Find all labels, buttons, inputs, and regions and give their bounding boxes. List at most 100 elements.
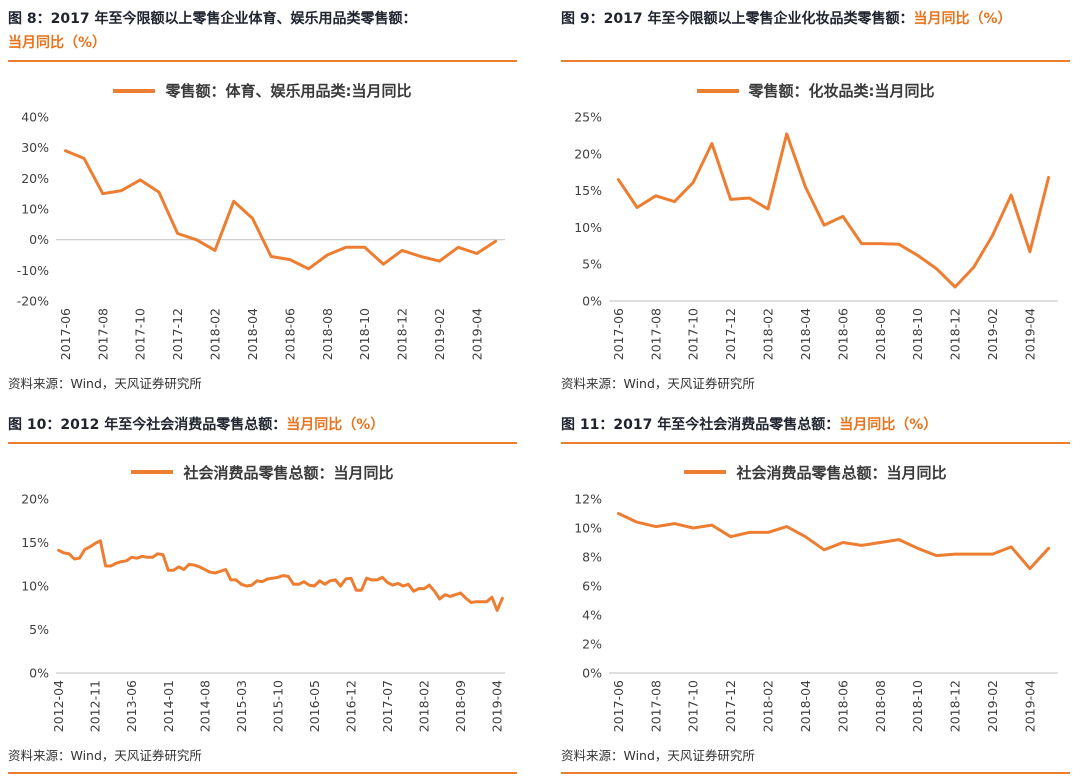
source-note: 资料来源：Wind，天风证券研究所 xyxy=(561,376,755,391)
x-axis-label: 2012-11 xyxy=(88,680,103,732)
figure-panel-fig8: 图 8：2017 年至今限额以上零售企业体育、娱乐用品类零售额： 当月同比（%） … xyxy=(8,8,517,396)
legend-label: 零售额：化妆品类:当月同比 xyxy=(748,82,935,100)
figure-title-highlight: 当月同比（%） xyxy=(913,11,1012,27)
source-note: 资料来源：Wind，天风证券研究所 xyxy=(8,747,202,763)
x-axis-label: 2017-06 xyxy=(611,679,626,731)
title-divider xyxy=(561,60,1070,62)
figure-title: 图 8：2017 年至今限额以上零售企业体育、娱乐用品类零售额： 当月同比（%） xyxy=(8,8,517,56)
figure-title-text: 图 8：2017 年至今限额以上零售企业体育、娱乐用品类零售额： xyxy=(8,11,417,27)
x-axis-label: 2018-02 xyxy=(761,680,776,732)
x-axis-label: 2019-04 xyxy=(1022,308,1037,360)
legend-label: 零售额：体育、娱乐用品类:当月同比 xyxy=(165,82,412,100)
x-axis-label: 2019-04 xyxy=(1022,679,1037,731)
series-line xyxy=(63,149,498,271)
y-axis-label: -10% xyxy=(17,263,49,278)
line-chart-fig9: 0% 5% 10% 15% 20% 25% 2017-06 2017-08 2017-10 201… xyxy=(574,110,1058,360)
figure-title: 图 10：2012 年至今社会消费品零售总额：当月同比（%） xyxy=(8,414,517,438)
x-axis-label: 2019-04 xyxy=(469,308,484,360)
x-axis-label: 2018-09 xyxy=(453,679,468,731)
line-chart-fig8: -20% -10% 0% 10% 20% 30% 40% 2017-06 2017-08 2017… xyxy=(17,110,505,360)
x-axis-label: 2019-02 xyxy=(985,308,1000,360)
legend-line-swatch xyxy=(131,470,174,474)
x-axis-label: 2017-10 xyxy=(686,308,701,360)
x-axis-label: 2018-06 xyxy=(835,308,850,360)
x-axis-label: 2018-12 xyxy=(948,680,963,732)
figure-title-text: 图 10：2012 年至今社会消费品零售总额： xyxy=(8,416,287,433)
x-axis-label: 2018-02 xyxy=(208,308,223,360)
x-axis-label: 2017-08 xyxy=(648,679,663,731)
title-divider xyxy=(8,441,517,444)
figure-title: 图 11：2017 年至今社会消费品零售总额：当月同比（%） xyxy=(561,414,1070,438)
x-axis-label: 2018-10 xyxy=(910,679,925,731)
series-line xyxy=(616,511,1051,570)
x-axis-label: 2018-04 xyxy=(798,679,813,731)
legend-label: 社会消费品零售总额：当月同比 xyxy=(736,463,947,482)
legend-line-swatch xyxy=(113,88,156,93)
source-note: 资料来源：Wind，天风证券研究所 xyxy=(8,376,202,391)
x-axis-label: 2013-06 xyxy=(124,679,139,731)
x-axis-label: 2018-04 xyxy=(798,308,813,360)
x-axis-label: 2018-04 xyxy=(245,308,260,360)
figure-title-text: 图 9：2017 年至今限额以上零售企业化妆品类零售额： xyxy=(561,11,914,27)
figure-title-highlight: 当月同比（%） xyxy=(286,416,385,433)
footer-divider xyxy=(561,771,1070,774)
x-axis-label: 2015-03 xyxy=(234,680,249,732)
y-axis-label: 0% xyxy=(29,665,49,680)
x-axis-label: 2014-01 xyxy=(161,680,176,732)
legend-line-swatch xyxy=(696,88,739,93)
series-line xyxy=(616,132,1051,289)
x-axis-label: 2018-08 xyxy=(320,308,335,360)
x-axis-label: 2018-12 xyxy=(948,308,963,360)
line-chart-fig11: 0% 2% 4% 6% 8% 10% 12% 2017-06 2017-08 2017-10 201… xyxy=(574,491,1058,732)
x-axis-label: 2018-10 xyxy=(357,308,372,360)
y-axis-label: 25% xyxy=(574,110,602,125)
x-axis-label: 2017-10 xyxy=(133,308,148,360)
legend-label: 社会消费品零售总额：当月同比 xyxy=(183,463,394,482)
x-axis-label: 2014-08 xyxy=(197,679,212,731)
source-note: 资料来源：Wind，天风证券研究所 xyxy=(561,747,755,763)
figure-panel-fig11: 图 11：2017 年至今社会消费品零售总额：当月同比（%） 社会消费品零售总额… xyxy=(561,414,1070,777)
x-axis-label: 2017-10 xyxy=(686,679,701,731)
figure-panel-fig10: 图 10：2012 年至今社会消费品零售总额：当月同比（%） 社会消费品零售总额… xyxy=(8,414,517,777)
x-axis-label: 2018-12 xyxy=(395,308,410,360)
y-axis-label: 0% xyxy=(29,232,49,247)
figure-title-highlight: 当月同比（%） xyxy=(839,416,938,433)
footer-divider xyxy=(8,771,517,774)
y-axis-label: 12% xyxy=(574,491,602,506)
x-axis-label: 2017-06 xyxy=(611,308,626,360)
y-axis-label: 8% xyxy=(582,549,602,564)
y-axis-label: 2% xyxy=(582,636,602,651)
figure-title-text: 图 11：2017 年至今社会消费品零售总额： xyxy=(561,416,840,433)
figure-title: 图 9：2017 年至今限额以上零售企业化妆品类零售额：当月同比（%） xyxy=(561,8,1070,56)
x-axis-label: 2018-06 xyxy=(835,679,850,731)
y-axis-label: 10% xyxy=(21,578,49,593)
x-axis-label: 2019-02 xyxy=(432,308,447,360)
y-axis-label: -20% xyxy=(17,294,49,309)
y-axis-label: 4% xyxy=(582,607,602,622)
x-axis-label: 2018-08 xyxy=(873,679,888,731)
y-axis-label: 10% xyxy=(574,520,602,535)
y-axis-label: 30% xyxy=(21,140,49,155)
y-axis-label: 20% xyxy=(574,146,602,161)
x-axis-label: 2017-08 xyxy=(95,308,110,360)
series-line xyxy=(57,538,504,612)
y-axis-label: 10% xyxy=(21,202,49,217)
y-axis-label: 0% xyxy=(582,294,602,309)
x-axis-label: 2017-07 xyxy=(380,680,395,732)
x-axis-label: 2017-12 xyxy=(723,308,738,360)
y-axis-label: 6% xyxy=(582,578,602,593)
x-axis-label: 2019-04 xyxy=(490,679,505,731)
y-axis-label: 10% xyxy=(574,220,602,235)
x-axis-label: 2012-04 xyxy=(51,679,66,731)
x-axis-label: 2015-10 xyxy=(270,679,285,731)
y-axis-label: 15% xyxy=(574,183,602,198)
figure-title-highlight: 当月同比（%） xyxy=(8,34,107,51)
chart-legend: 社会消费品零售总额：当月同比 xyxy=(561,462,1070,483)
title-divider xyxy=(561,441,1070,444)
x-axis-label: 2018-08 xyxy=(873,308,888,360)
y-axis-label: 5% xyxy=(29,622,49,637)
legend-line-swatch xyxy=(684,470,727,474)
y-axis-label: 20% xyxy=(21,491,49,506)
y-axis-label: 5% xyxy=(582,257,602,272)
